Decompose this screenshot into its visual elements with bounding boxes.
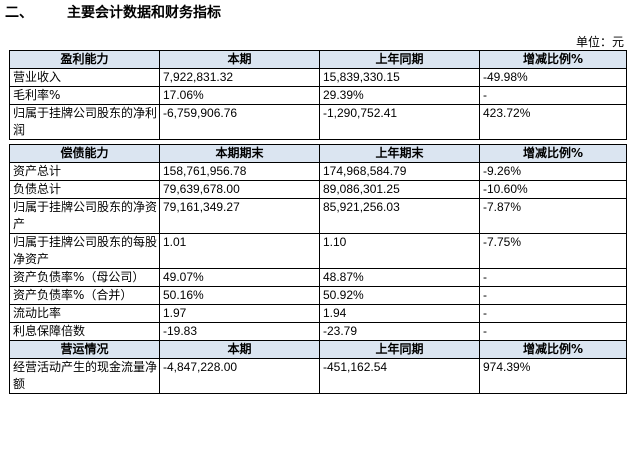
- header-cell: 上年期末: [319, 144, 480, 163]
- prior-value: 85,921,256.03: [319, 198, 480, 234]
- table-row: 经营活动产生的现金流量净额 -4,847,228.00 -451,162.54 …: [9, 358, 627, 394]
- row-label: 资产总计: [9, 162, 160, 181]
- change-value: -: [479, 322, 627, 341]
- header-cell: 盈利能力: [9, 50, 160, 69]
- profit-header-row: 盈利能力 本期 上年同期 增减比例%: [9, 50, 627, 69]
- section-number: 二、: [5, 5, 33, 21]
- prior-value: -23.79: [319, 322, 480, 341]
- current-value: 49.07%: [159, 268, 320, 287]
- header-cell: 本期: [159, 50, 320, 69]
- current-value: 1.97: [159, 304, 320, 323]
- change-value: -7.75%: [479, 233, 627, 269]
- table-row: 利息保障倍数 -19.83 -23.79 -: [9, 322, 627, 341]
- row-label: 归属于挂牌公司股东的净利润: [9, 104, 160, 140]
- change-value: -9.26%: [479, 162, 627, 181]
- header-cell: 增减比例%: [479, 50, 627, 69]
- current-value: 79,639,678.00: [159, 180, 320, 199]
- operations-header-row: 营运情况 本期 上年同期 增减比例%: [9, 340, 627, 359]
- header-cell: 本期: [159, 340, 320, 359]
- prior-value: 89,086,301.25: [319, 180, 480, 199]
- row-label: 毛利率%: [9, 86, 160, 105]
- prior-value: 1.10: [319, 233, 480, 269]
- current-value: 7,922,831.32: [159, 68, 320, 87]
- table-row: 资产负债率%（合并） 50.16% 50.92% -: [9, 286, 627, 305]
- change-value: -10.60%: [479, 180, 627, 199]
- change-value: -: [479, 304, 627, 323]
- header-cell: 增减比例%: [479, 340, 627, 359]
- current-value: -4,847,228.00: [159, 358, 320, 394]
- header-cell: 本期期末: [159, 144, 320, 163]
- row-label: 经营活动产生的现金流量净额: [9, 358, 160, 394]
- table-row: 资产负债率%（母公司） 49.07% 48.87% -: [9, 268, 627, 287]
- row-label: 归属于挂牌公司股东的净资产: [9, 198, 160, 234]
- current-value: -6,759,906.76: [159, 104, 320, 140]
- financial-indicators-table: 盈利能力 本期 上年同期 增减比例% 营业收入 7,922,831.32 15,…: [9, 50, 627, 394]
- table-row: 流动比率 1.97 1.94 -: [9, 304, 627, 323]
- current-value: 1.01: [159, 233, 320, 269]
- header-cell: 营运情况: [9, 340, 160, 359]
- table-row: 负债总计 79,639,678.00 89,086,301.25 -10.60%: [9, 180, 627, 199]
- table-row: 资产总计 158,761,956.78 174,968,584.79 -9.26…: [9, 162, 627, 181]
- table-row: 毛利率% 17.06% 29.39% -: [9, 86, 627, 105]
- table-row: 归属于挂牌公司股东的净资产 79,161,349.27 85,921,256.0…: [9, 198, 627, 234]
- change-value: -: [479, 286, 627, 305]
- row-label: 流动比率: [9, 304, 160, 323]
- table-row: 营业收入 7,922,831.32 15,839,330.15 -49.98%: [9, 68, 627, 87]
- table-row: 归属于挂牌公司股东的每股净资产 1.01 1.10 -7.75%: [9, 233, 627, 269]
- section-heading: 二、 主要会计数据和财务指标: [5, 2, 221, 24]
- row-label: 负债总计: [9, 180, 160, 199]
- header-cell: 上年同期: [319, 340, 480, 359]
- current-value: -19.83: [159, 322, 320, 341]
- change-value: -7.87%: [479, 198, 627, 234]
- prior-value: -1,290,752.41: [319, 104, 480, 140]
- unit-label: 单位：元: [575, 35, 624, 49]
- row-label: 资产负债率%（合并）: [9, 286, 160, 305]
- row-label: 营业收入: [9, 68, 160, 87]
- change-value: 423.72%: [479, 104, 627, 140]
- row-label: 归属于挂牌公司股东的每股净资产: [9, 233, 160, 269]
- current-value: 79,161,349.27: [159, 198, 320, 234]
- prior-value: 50.92%: [319, 286, 480, 305]
- prior-value: -451,162.54: [319, 358, 480, 394]
- header-cell: 上年同期: [319, 50, 480, 69]
- table-row: 归属于挂牌公司股东的净利润 -6,759,906.76 -1,290,752.4…: [9, 104, 627, 140]
- change-value: -: [479, 268, 627, 287]
- prior-value: 15,839,330.15: [319, 68, 480, 87]
- change-value: 974.39%: [479, 358, 627, 394]
- current-value: 50.16%: [159, 286, 320, 305]
- prior-value: 174,968,584.79: [319, 162, 480, 181]
- header-cell: 偿债能力: [9, 144, 160, 163]
- header-cell: 增减比例%: [479, 144, 627, 163]
- row-label: 利息保障倍数: [9, 322, 160, 341]
- prior-value: 48.87%: [319, 268, 480, 287]
- section-title: 主要会计数据和财务指标: [67, 5, 221, 21]
- row-label: 资产负债率%（母公司）: [9, 268, 160, 287]
- solvency-header-row: 偿债能力 本期期末 上年期末 增减比例%: [9, 144, 627, 163]
- current-value: 158,761,956.78: [159, 162, 320, 181]
- current-value: 17.06%: [159, 86, 320, 105]
- change-value: -49.98%: [479, 68, 627, 87]
- change-value: -: [479, 86, 627, 105]
- prior-value: 29.39%: [319, 86, 480, 105]
- prior-value: 1.94: [319, 304, 480, 323]
